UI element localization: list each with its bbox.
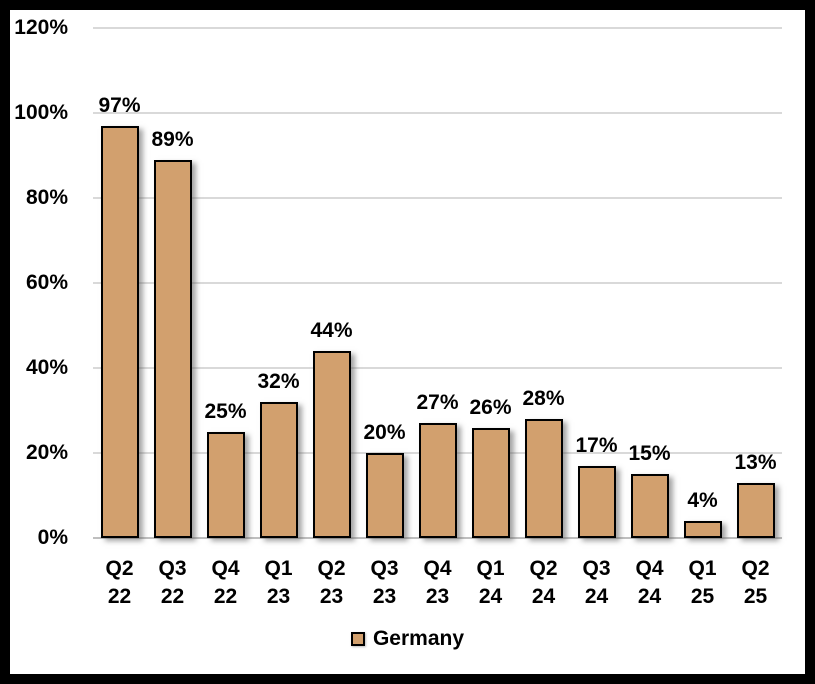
bar xyxy=(100,125,139,538)
bar xyxy=(736,482,775,538)
bar-value-label: 32% xyxy=(257,370,300,393)
bar xyxy=(471,427,510,538)
y-axis-tick-label: 40% xyxy=(25,356,68,379)
legend-swatch-icon xyxy=(350,632,365,646)
x-axis-tick-label: Q1 24 xyxy=(476,557,505,608)
gridline xyxy=(93,197,782,199)
x-axis-tick-label: Q3 23 xyxy=(370,557,399,608)
bar xyxy=(524,419,563,538)
bar-value-label: 17% xyxy=(575,433,618,457)
x-axis-tick-label: Q4 24 xyxy=(635,557,664,608)
bar-value-label: 26% xyxy=(469,395,512,419)
bar xyxy=(206,431,245,538)
x-axis-tick-label: Q2 23 xyxy=(317,557,346,608)
x-axis-tick-label: Q3 22 xyxy=(158,557,187,608)
x-axis-tick-label: Q3 24 xyxy=(582,557,611,608)
bar-value-label: 44% xyxy=(310,319,353,342)
bar-value-label: 20% xyxy=(363,421,406,444)
gridline xyxy=(93,112,782,114)
bar xyxy=(683,521,722,538)
bar xyxy=(259,402,298,538)
bar-value-label: 27% xyxy=(416,391,459,415)
bar-value-label: 89% xyxy=(151,127,194,151)
bar-value-label: 15% xyxy=(628,442,671,466)
bar xyxy=(365,453,404,538)
legend: Germany xyxy=(10,627,805,651)
legend-label: Germany xyxy=(372,627,465,650)
y-axis-tick-label: 120% xyxy=(14,16,68,39)
bar xyxy=(312,351,351,538)
gridline xyxy=(93,27,782,29)
x-axis-tick-label: Q2 22 xyxy=(105,557,134,608)
bar-value-label: 13% xyxy=(734,450,777,474)
gridline xyxy=(93,282,782,284)
plot-area: 0% 20% 40% 60% 80% 100% 120% 97% Q2 22 89% Q3 22 25… xyxy=(10,10,805,674)
x-axis-tick-label: Q2 24 xyxy=(529,557,558,608)
bar xyxy=(630,474,669,538)
y-axis-tick-label: 80% xyxy=(25,186,68,209)
gridline xyxy=(93,367,782,369)
bar xyxy=(418,423,457,538)
bar-value-label: 97% xyxy=(98,93,141,117)
y-axis-tick-label: 20% xyxy=(25,441,68,464)
bar xyxy=(577,465,616,538)
bar-value-label: 4% xyxy=(687,489,718,512)
x-axis-tick-label: Q4 22 xyxy=(211,557,240,608)
x-axis-tick-label: Q1 23 xyxy=(264,557,293,608)
y-axis-tick-label: 60% xyxy=(25,271,68,294)
y-axis-tick-label: 0% xyxy=(37,526,68,549)
bar-value-label: 25% xyxy=(204,399,247,423)
bar xyxy=(153,159,192,538)
x-axis-tick-label: Q1 25 xyxy=(688,557,717,608)
gridline xyxy=(93,537,782,539)
x-axis-tick-label: Q4 23 xyxy=(423,557,452,608)
y-axis-tick-label: 100% xyxy=(14,101,68,124)
x-axis-tick-label: Q2 25 xyxy=(741,557,770,608)
bar-value-label: 28% xyxy=(522,387,565,410)
